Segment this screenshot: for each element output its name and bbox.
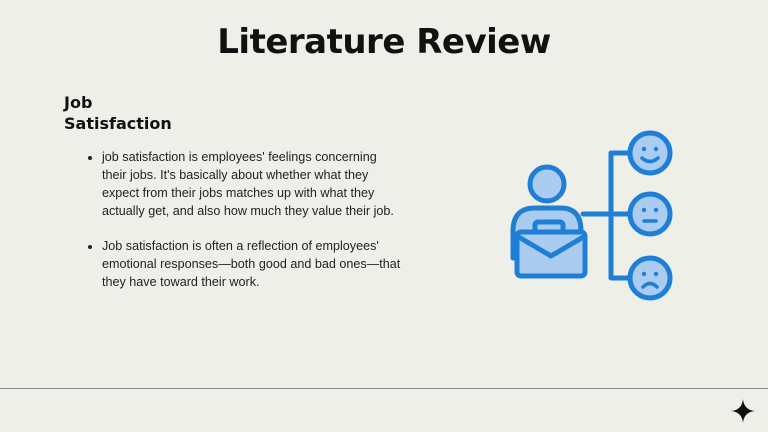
sparkle-icon [731,399,755,423]
slide-title: Literature Review [217,22,551,62]
bullet-item-1: job satisfaction is employees' feelings … [102,148,402,220]
sad-face-icon [627,255,673,301]
bullet-list: job satisfaction is employees' feelings … [86,148,402,308]
briefcase-icon [514,219,588,279]
section-heading-line-1: Job [64,93,93,112]
section-heading-line-2: Satisfaction [64,114,172,133]
employee-satisfaction-icon [510,130,673,301]
section-heading: Job Satisfaction [64,92,224,134]
neutral-face-icon [627,191,673,237]
happy-face-icon [627,130,673,176]
bullet-item-2: Job satisfaction is often a reflection o… [102,237,402,291]
footer-divider [0,388,768,389]
